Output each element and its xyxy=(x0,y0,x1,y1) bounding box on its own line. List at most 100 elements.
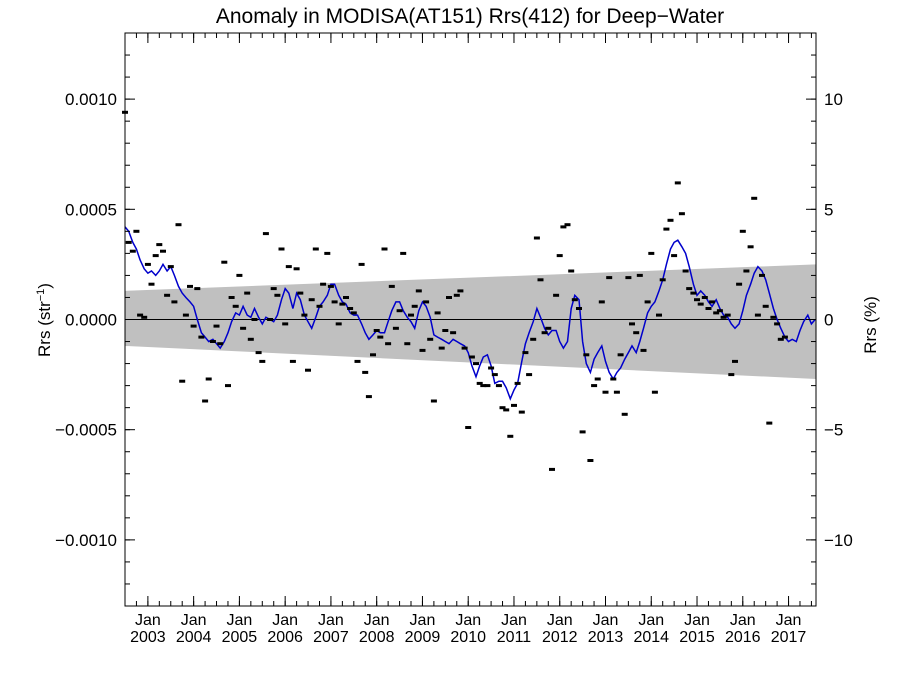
y-tick-label: −0.0010 xyxy=(55,531,117,550)
x-tick-month-label: Jan xyxy=(455,612,481,629)
data-marker xyxy=(545,326,552,330)
data-marker xyxy=(732,359,738,363)
x-tick-year-label: 2004 xyxy=(176,629,212,646)
data-marker xyxy=(671,254,678,258)
data-marker xyxy=(427,337,434,341)
data-marker xyxy=(152,254,159,258)
x-tick-year-label: 2012 xyxy=(542,629,578,646)
data-marker xyxy=(156,243,163,247)
data-marker xyxy=(571,298,578,302)
x-tick-year-label: 2017 xyxy=(771,629,807,646)
data-marker xyxy=(633,331,640,335)
data-marker xyxy=(659,278,666,282)
y2-tick-label: −5 xyxy=(824,421,843,440)
data-marker xyxy=(644,300,651,304)
data-marker xyxy=(522,351,529,355)
data-marker xyxy=(354,359,361,363)
data-marker xyxy=(270,287,277,291)
data-marker xyxy=(438,346,445,350)
data-marker xyxy=(541,331,548,335)
data-marker xyxy=(518,410,525,414)
data-marker xyxy=(560,225,567,229)
data-marker xyxy=(160,249,166,253)
data-marker xyxy=(274,293,281,297)
data-marker xyxy=(762,304,769,308)
data-marker xyxy=(373,329,380,332)
data-marker xyxy=(308,298,315,302)
data-marker xyxy=(347,307,354,310)
data-marker xyxy=(285,265,292,269)
data-marker xyxy=(408,313,414,317)
data-marker xyxy=(262,232,269,236)
data-marker xyxy=(232,304,239,308)
data-marker xyxy=(606,276,613,280)
data-marker xyxy=(320,282,327,286)
data-marker xyxy=(343,296,349,299)
x-tick-month-label: Jan xyxy=(501,612,527,629)
data-marker xyxy=(305,368,311,372)
data-marker xyxy=(358,262,365,266)
data-marker xyxy=(446,296,452,299)
y-axis-label-right: Rrs (%) xyxy=(861,296,880,354)
data-marker xyxy=(598,300,605,304)
y-axis-label-base: Rrs (str xyxy=(35,301,54,357)
data-marker xyxy=(686,287,693,291)
data-marker xyxy=(362,370,369,374)
data-marker xyxy=(377,335,384,339)
data-marker xyxy=(484,384,491,388)
data-marker xyxy=(503,408,510,412)
data-marker xyxy=(423,300,430,304)
data-marker xyxy=(728,373,735,377)
data-marker xyxy=(205,377,212,381)
data-marker xyxy=(225,384,231,388)
data-marker xyxy=(194,287,201,291)
x-ticks: Jan2003Jan2004Jan2005Jan2006Jan2007Jan20… xyxy=(124,33,812,646)
data-marker xyxy=(331,300,338,304)
x-tick-month-label: Jan xyxy=(364,612,390,629)
data-marker xyxy=(587,459,594,462)
data-marker xyxy=(400,251,407,255)
data-marker xyxy=(739,229,746,233)
data-marker xyxy=(293,267,300,271)
data-marker xyxy=(713,311,720,315)
x-tick-month-label: Jan xyxy=(181,612,207,629)
data-marker xyxy=(651,390,658,394)
data-marker xyxy=(743,269,750,273)
x-tick-month-label: Jan xyxy=(272,612,298,629)
data-marker xyxy=(701,296,708,299)
data-marker xyxy=(716,309,723,313)
y2-tick-label: 10 xyxy=(824,90,843,109)
data-marker xyxy=(137,313,144,317)
x-tick-month-label: Jan xyxy=(410,612,436,629)
data-marker xyxy=(678,212,685,216)
data-marker xyxy=(267,318,274,321)
data-marker xyxy=(415,289,422,293)
data-marker xyxy=(690,291,697,295)
blue-series-layer xyxy=(124,226,816,401)
data-marker xyxy=(629,322,635,326)
series-line xyxy=(124,226,816,401)
data-marker xyxy=(583,353,590,357)
data-marker xyxy=(648,251,655,255)
data-marker xyxy=(370,353,376,357)
y2-tick-label: 5 xyxy=(824,200,833,219)
data-marker xyxy=(667,218,674,222)
data-marker xyxy=(640,348,647,352)
data-marker xyxy=(442,329,449,332)
data-marker xyxy=(682,269,689,273)
data-marker xyxy=(175,223,182,227)
data-marker xyxy=(530,337,537,341)
y-axis-label-left: Rrs (str−1) xyxy=(35,283,54,357)
y-axis-label-superscript: −1 xyxy=(35,289,47,302)
data-marker xyxy=(602,390,609,394)
data-marker xyxy=(656,313,662,317)
data-marker xyxy=(511,403,517,407)
data-marker xyxy=(144,262,151,266)
data-marker xyxy=(468,355,475,359)
data-marker xyxy=(434,311,441,315)
y-tick-label: −0.0005 xyxy=(55,421,117,440)
x-tick-year-label: 2009 xyxy=(405,629,441,646)
data-marker xyxy=(365,395,372,399)
data-marker xyxy=(507,434,514,438)
chart-title: Anomaly in MODISA(AT151) Rrs(412) for De… xyxy=(216,5,724,28)
